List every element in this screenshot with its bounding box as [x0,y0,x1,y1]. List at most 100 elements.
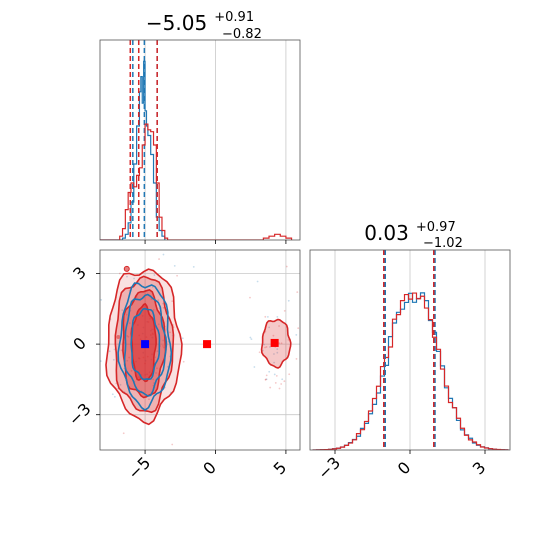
sample-point [111,393,114,396]
sample-point [121,309,124,312]
y-tick-label: −3 [65,399,95,429]
sample-point [128,356,131,359]
sample-point [119,383,122,386]
sample-point [171,300,174,303]
sample-point [161,237,163,239]
sample-point [126,275,128,278]
sample-point [280,383,283,385]
sample-point [155,372,157,374]
sample-point [274,382,277,384]
histogram-series-2 [100,123,293,240]
sample-point [100,360,102,362]
sample-point [281,378,284,381]
sample-point [285,265,288,268]
sample-point [152,309,155,311]
sample-point [133,277,135,280]
sample-point [273,353,275,355]
y-tick-label: 0 [69,333,90,354]
sample-point [278,387,281,390]
sample-point [273,373,276,376]
sample-point [162,253,165,256]
sample-point [173,265,176,267]
sample-point [265,374,268,377]
sample-point [276,348,279,351]
sample-point [126,359,129,362]
marginal-hist-param-1 [100,40,293,240]
sample-point [157,299,160,302]
sample-point [266,315,269,318]
x-tick-label: 5 [270,458,291,479]
sample-point [264,378,267,381]
sample-point [265,346,268,348]
blue-contour-3 [117,282,173,412]
blue-contour-2 [123,293,168,397]
sample-point [295,357,298,360]
sample-point [278,325,280,327]
sample-point [264,378,267,381]
sample-point [264,315,267,318]
sample-point [128,322,131,325]
sample-point [287,299,290,302]
sample-point [295,333,298,336]
axes-frame-1 [99,39,301,241]
sample-point [258,351,261,354]
x-tick-label: −5 [124,453,154,483]
sample-point [162,345,164,347]
sample-point [256,280,259,283]
blue-contour-1 [130,307,161,381]
sample-point [276,315,279,318]
axes-frame-2 [99,249,301,451]
sample-point [276,351,279,354]
sample-point [287,338,290,341]
sample-point [275,374,278,377]
sample-point [162,346,165,349]
sample-point [182,360,185,363]
red-outlier-contour [116,335,121,340]
x-tick-label: 3 [469,458,490,479]
sample-point [269,386,272,389]
marker-2 [203,340,212,349]
sample-point [126,335,129,337]
sample-point [272,334,275,337]
sample-point [273,361,276,364]
marginal-hist-param-2 [312,250,509,450]
title-param-2-minus: −1.02 [423,236,463,251]
sample-point [171,443,174,446]
sample-point [250,338,253,341]
sample-point [156,367,158,370]
sample-point [120,349,123,352]
sample-point [169,331,171,334]
sample-point [283,380,286,383]
sample-point [264,346,266,349]
sample-point [96,318,98,320]
sample-point [112,358,115,361]
axes-layer: −5 0 5 −3 0 3 −3 0 3 [65,39,511,483]
sample-point [268,326,271,329]
sample-point [122,432,125,435]
sample-point [156,350,159,353]
sample-point [100,299,103,301]
red-outlier-contour [123,265,130,272]
sample-point [130,369,133,372]
sample-point [176,274,178,277]
histogram-series-1 [312,292,509,450]
sample-point [108,350,111,353]
sample-point [127,335,130,338]
sample-point [162,339,165,342]
sample-point [297,327,300,330]
marker-1 [141,340,150,349]
sample-point [265,378,268,381]
x-tick-label: −3 [314,453,344,483]
sample-point [278,342,281,345]
x-tick-label: 0 [199,458,220,479]
marker-3 [270,338,279,347]
sample-point [288,373,291,376]
sample-point [152,378,155,381]
sample-point [162,302,165,305]
histogram-series-1 [100,60,166,240]
sample-point [158,258,160,260]
sample-point [181,337,184,340]
sample-point [153,274,156,276]
sample-point [269,346,271,348]
